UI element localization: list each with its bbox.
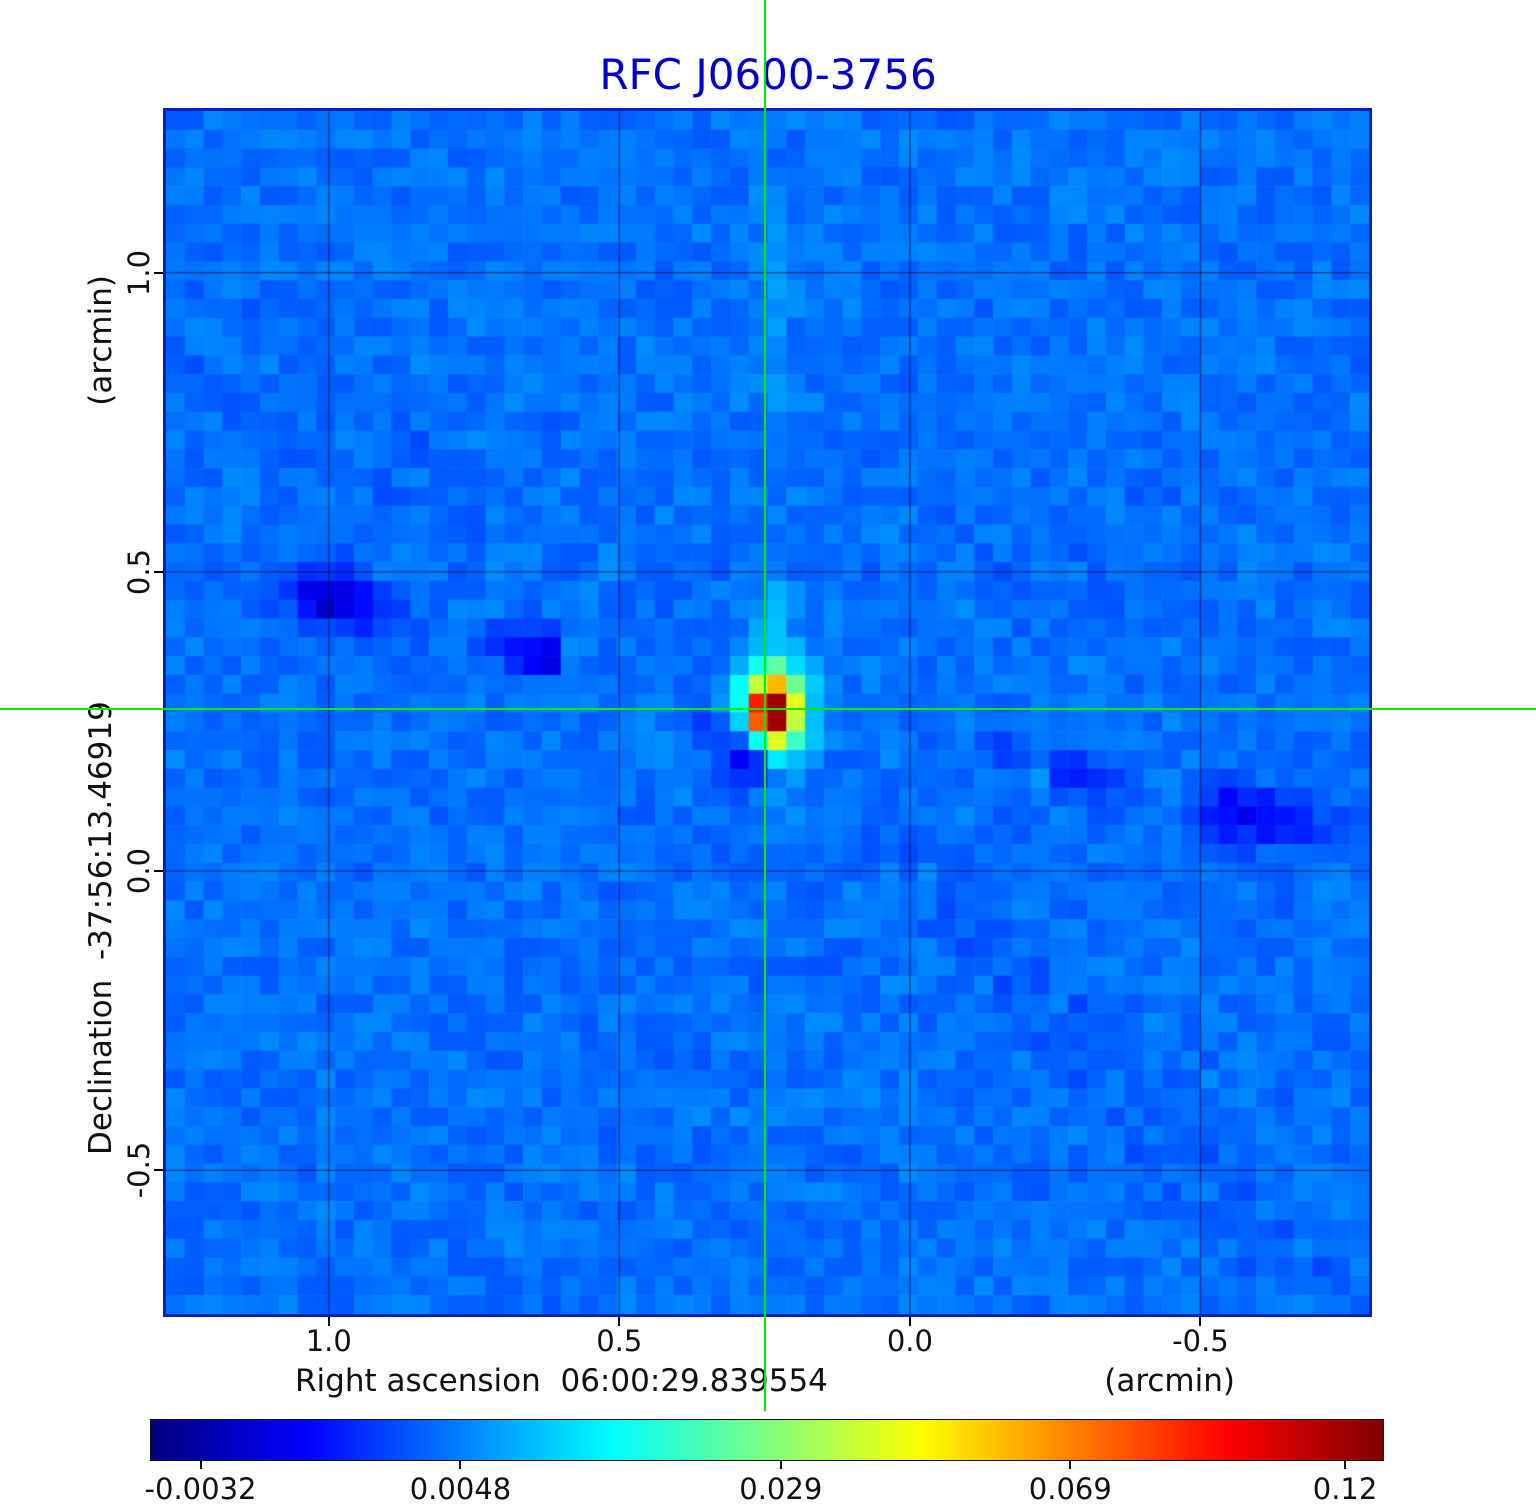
colorbar-tick-label: 0.0048 [409,1472,512,1506]
crosshair-horizontal-line [0,708,1536,711]
x-axis-tick-mark [618,1317,621,1326]
x-axis-label: Right ascension 06:00:29.839554 (arcmin) [295,1363,1235,1399]
y-axis-unit-label: (arcmin) [83,275,119,406]
x-tick-label: 0.5 [596,1324,643,1358]
y-axis-tick-mark [154,1169,163,1172]
x-axis-tick-mark [327,1317,330,1326]
colorbar-tick-mark [199,1461,202,1469]
x-axis-tick-mark [1199,1317,1202,1326]
y-tick-label: 0.5 [122,548,156,595]
y-axis-label: Declination -37:56:13.46919 (arcmin) [83,275,119,1155]
colorbar [150,1419,1384,1461]
colorbar-tick-mark [779,1461,782,1469]
y-tick-label: -0.5 [122,1142,156,1199]
sky-map-plot [163,108,1372,1317]
x-axis-label-text: Right ascension 06:00:29.839554 [295,1363,828,1399]
y-tick-label: 0.0 [122,847,156,895]
crosshair-vertical-line [763,0,766,1411]
y-tick-label: 1.0 [122,249,156,296]
y-axis-tick-mark [154,870,163,873]
colorbar-tick-label: -0.0032 [144,1472,257,1506]
colorbar-tick-mark [1069,1461,1072,1469]
y-axis-tick-mark [154,570,163,573]
x-tick-label: 1.0 [305,1324,352,1358]
figure-title: RFC J0600-3756 [599,50,937,99]
colorbar-tick-label: 0.029 [739,1472,823,1506]
colorbar-canvas [151,1420,1383,1460]
colorbar-tick-mark [459,1461,462,1469]
colorbar-tick-mark [1344,1461,1347,1469]
x-axis-tick-mark [908,1317,911,1326]
heatmap-canvas [166,111,1369,1314]
x-tick-label: 0.0 [886,1324,933,1358]
colorbar-tick-label: 0.12 [1312,1472,1378,1506]
y-axis-label-text: Declination -37:56:13.46919 [83,701,119,1155]
x-axis-unit-label: (arcmin) [1104,1363,1235,1399]
colorbar-tick-label: 0.069 [1028,1472,1112,1506]
y-axis-tick-mark [154,271,163,274]
x-tick-label: -0.5 [1172,1324,1229,1358]
